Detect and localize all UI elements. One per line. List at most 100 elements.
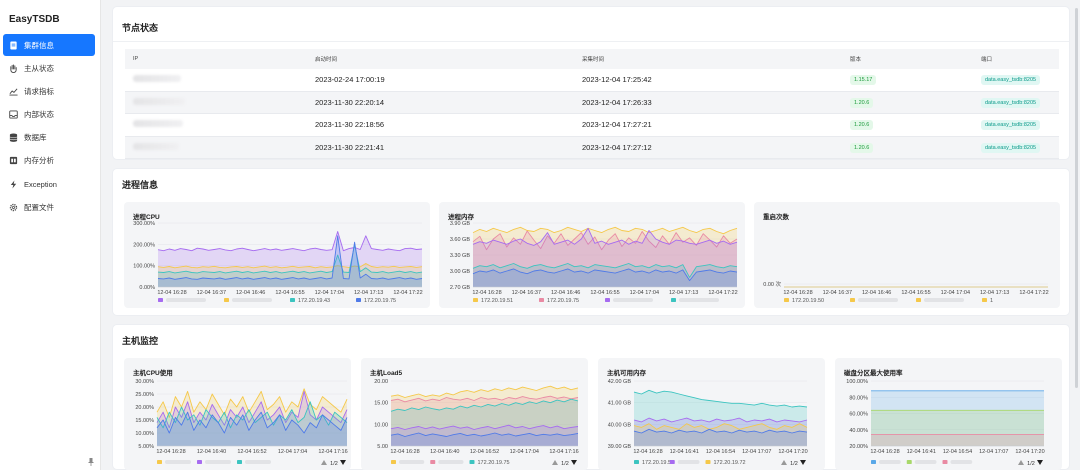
legend-swatch[interactable] bbox=[469, 460, 475, 464]
legend-swatch[interactable] bbox=[224, 298, 229, 302]
legend-next-icon[interactable] bbox=[1037, 460, 1043, 465]
legend-redacted-label[interactable] bbox=[232, 298, 272, 302]
pin-icon[interactable] bbox=[88, 458, 94, 466]
legend-redacted-label[interactable] bbox=[677, 460, 700, 464]
legend-next-icon[interactable] bbox=[800, 460, 806, 465]
sidebar-item-master-slave[interactable]: 主从状态 bbox=[3, 57, 95, 79]
legend-redacted-label[interactable] bbox=[879, 460, 901, 464]
series-line[interactable] bbox=[633, 417, 808, 423]
legend-redacted-label[interactable] bbox=[950, 460, 973, 464]
series-line[interactable] bbox=[633, 428, 808, 434]
legend-redacted-label[interactable] bbox=[613, 298, 653, 302]
series-line[interactable] bbox=[472, 227, 738, 246]
legend-label[interactable]: 172.20.19.75 bbox=[547, 298, 579, 304]
table-row[interactable]: 2023-11-30 22:20:14 2023-12-04 17:26:33 … bbox=[125, 91, 1059, 114]
legend-redacted-label[interactable] bbox=[245, 460, 271, 464]
legend-swatch[interactable] bbox=[671, 298, 676, 302]
legend-swatch[interactable] bbox=[157, 460, 162, 464]
legend-swatch[interactable] bbox=[158, 298, 163, 302]
series-line[interactable] bbox=[472, 268, 738, 282]
series-line[interactable] bbox=[157, 235, 423, 280]
legend-redacted-label[interactable] bbox=[166, 298, 206, 302]
sidebar-item-memory-analysis[interactable]: 内存分析 bbox=[3, 150, 95, 172]
legend-redacted-label[interactable] bbox=[399, 460, 425, 464]
legend-prev-icon[interactable] bbox=[321, 460, 327, 465]
legend-swatch[interactable] bbox=[784, 298, 789, 302]
series-line[interactable] bbox=[156, 411, 348, 434]
legend-swatch[interactable] bbox=[430, 460, 436, 464]
series-line[interactable] bbox=[633, 389, 808, 408]
col-ip[interactable]: IP bbox=[133, 56, 139, 62]
col-start-time[interactable]: 启动时间 bbox=[315, 57, 338, 63]
legend-swatch[interactable] bbox=[634, 460, 639, 464]
legend-label[interactable]: 172.20.19.75 bbox=[364, 298, 396, 304]
legend-prev-icon[interactable] bbox=[781, 460, 787, 465]
sidebar-item-internal-status[interactable]: 内部状态 bbox=[3, 104, 95, 126]
legend-swatch[interactable] bbox=[916, 298, 921, 302]
series-line[interactable] bbox=[390, 432, 579, 437]
series-line[interactable] bbox=[156, 401, 348, 429]
legend-swatch[interactable] bbox=[237, 460, 242, 464]
series-line[interactable] bbox=[633, 423, 808, 430]
legend-next-icon[interactable] bbox=[571, 460, 577, 465]
sidebar-item-cluster-info[interactable]: 集群信息 bbox=[3, 34, 95, 56]
legend-swatch[interactable] bbox=[906, 460, 912, 464]
col-version[interactable]: 版本 bbox=[850, 57, 862, 63]
table-row[interactable]: 2023-11-30 22:18:56 2023-12-04 17:27:21 … bbox=[125, 114, 1059, 137]
chart-canvas[interactable]: 300.00% 200.00% 100.00% 0.00%12-04 16:28 12-… bbox=[124, 202, 430, 308]
page-scrollbar[interactable] bbox=[1075, 8, 1078, 388]
series-line[interactable] bbox=[472, 230, 738, 251]
legend-redacted-label[interactable] bbox=[858, 298, 898, 302]
sidebar-item-config-file[interactable]: 配置文件 bbox=[3, 196, 95, 218]
legend-label[interactable]: 172.20.19.50 bbox=[792, 298, 824, 304]
legend-label[interactable]: 172.20.19.75 bbox=[478, 460, 510, 466]
legend-swatch[interactable] bbox=[605, 298, 610, 302]
legend-next-icon[interactable] bbox=[340, 460, 346, 465]
legend-redacted-label[interactable] bbox=[165, 460, 191, 464]
legend-swatch[interactable] bbox=[850, 298, 855, 302]
legend-redacted-label[interactable] bbox=[438, 460, 464, 464]
legend-label[interactable]: 172.20.19.72 bbox=[714, 460, 746, 466]
col-port[interactable]: 端口 bbox=[981, 57, 993, 63]
legend-swatch[interactable] bbox=[871, 460, 876, 464]
chart-canvas[interactable]: 3.90 GB3.60 GB3.30 GB3.00 GB2.70 GB12-04… bbox=[439, 202, 745, 308]
legend-prev-icon[interactable] bbox=[552, 460, 558, 465]
sidebar-item-exception[interactable]: Exception bbox=[3, 173, 95, 195]
chart-canvas[interactable]: 100.00%80.00%60.00%40.00%20.00%12-04 16:… bbox=[835, 358, 1062, 470]
sidebar-item-request-metrics[interactable]: 请求指标 bbox=[3, 80, 95, 102]
series-line[interactable] bbox=[390, 395, 579, 403]
series-line[interactable] bbox=[157, 243, 423, 274]
table-row[interactable]: 2023-11-30 22:21:41 2023-12-04 17:27:12 … bbox=[125, 136, 1059, 159]
legend-swatch[interactable] bbox=[982, 298, 987, 302]
legend-label[interactable]: 1 bbox=[990, 298, 993, 304]
legend-redacted-label[interactable] bbox=[205, 460, 231, 464]
series-line[interactable] bbox=[157, 263, 423, 269]
series-line[interactable] bbox=[472, 263, 738, 278]
legend-swatch[interactable] bbox=[539, 298, 544, 302]
legend-swatch[interactable] bbox=[391, 460, 396, 464]
series-line[interactable] bbox=[390, 385, 579, 398]
col-collect-time[interactable]: 采集时间 bbox=[582, 57, 605, 63]
legend-label[interactable]: 172.20.19.55 bbox=[642, 460, 674, 466]
series-line[interactable] bbox=[156, 388, 348, 418]
legend-swatch[interactable] bbox=[473, 298, 478, 302]
legend-swatch[interactable] bbox=[356, 298, 361, 302]
legend-prev-icon[interactable] bbox=[1018, 460, 1024, 465]
legend-redacted-label[interactable] bbox=[924, 298, 964, 302]
series-line[interactable] bbox=[472, 226, 738, 235]
legend-redacted-label[interactable] bbox=[679, 298, 719, 302]
legend-swatch[interactable] bbox=[705, 460, 711, 464]
series-line[interactable] bbox=[390, 424, 579, 430]
legend-redacted-label[interactable] bbox=[914, 460, 937, 464]
series-line[interactable] bbox=[156, 390, 348, 429]
table-row[interactable]: 2023-02-24 17:00:19 2023-12-04 17:25:42 … bbox=[125, 69, 1059, 92]
legend-swatch[interactable] bbox=[197, 460, 202, 464]
series-line[interactable] bbox=[390, 398, 579, 412]
legend-swatch[interactable] bbox=[669, 460, 675, 464]
chart-canvas[interactable]: 30.00%25.00%20.00%15.00%10.00%5.00%12-04… bbox=[124, 358, 351, 470]
legend-label[interactable]: 172.20.19.51 bbox=[481, 298, 513, 304]
legend-label[interactable]: 172.20.19.43 bbox=[298, 298, 330, 304]
chart-canvas[interactable]: 0.00 次12-04 16:28 12-04 16:37 12-04 16:46 1… bbox=[754, 202, 1060, 308]
